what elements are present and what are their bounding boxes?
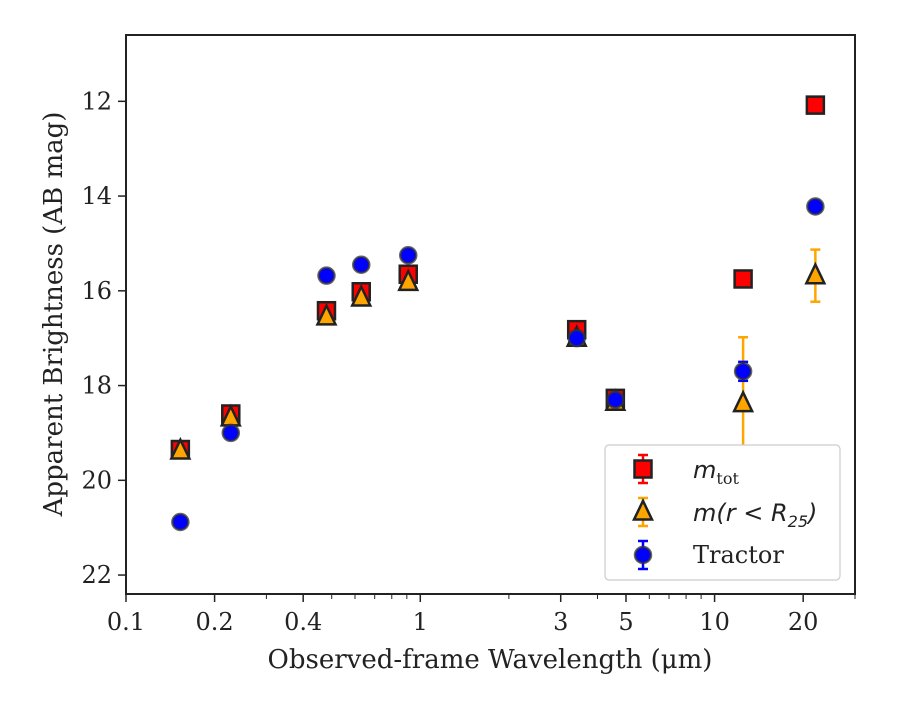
legend-marker-tractor xyxy=(633,539,653,571)
data-point xyxy=(350,283,373,307)
circle-marker xyxy=(806,197,825,216)
circle-marker xyxy=(398,246,418,265)
data-point xyxy=(351,255,371,275)
legend-marker-m-r25 xyxy=(632,496,654,528)
data-point xyxy=(806,197,825,216)
x-axis: 0.1 0.2 0.4 1 3 5 10 20 xyxy=(107,594,856,636)
x-tick-label: 20 xyxy=(788,608,819,636)
data-point xyxy=(221,423,241,443)
x-tick-label: 5 xyxy=(618,608,633,636)
y-tick-label: 22 xyxy=(81,561,112,589)
data-point xyxy=(804,248,827,303)
legend-label-m-r25: m(r < R25) xyxy=(693,499,817,531)
square-marker xyxy=(633,459,653,479)
triangle-marker xyxy=(169,436,192,460)
data-point xyxy=(171,512,190,532)
circle-marker xyxy=(606,390,625,410)
data-point xyxy=(733,360,753,383)
data-point xyxy=(169,436,192,460)
data-point xyxy=(733,269,753,289)
circle-marker xyxy=(351,255,371,275)
circle-marker xyxy=(733,362,753,381)
y-tick-label: 16 xyxy=(81,277,112,305)
y-axis-title: Apparent Brightness (AB mag) xyxy=(39,112,69,518)
circle-marker xyxy=(633,545,653,565)
legend-label-m-tot: mtot xyxy=(693,456,739,488)
y-tick-label: 12 xyxy=(81,87,112,115)
triangle-marker xyxy=(732,389,755,413)
data-point xyxy=(567,328,586,348)
legend-marker-m-tot xyxy=(633,453,653,485)
x-tick-label: 0.2 xyxy=(196,608,234,636)
y-tick-label: 20 xyxy=(81,466,112,494)
circle-marker xyxy=(171,512,190,532)
data-point xyxy=(606,390,625,410)
y-tick-label: 14 xyxy=(81,182,112,210)
x-tick-label: 10 xyxy=(699,608,730,636)
legend: mtot m(r < R25) Tractor xyxy=(604,444,841,581)
x-tick-label: 0.1 xyxy=(107,608,145,636)
triangle-marker xyxy=(397,268,420,292)
square-marker xyxy=(733,269,753,289)
circle-marker xyxy=(567,328,586,348)
legend-box xyxy=(604,444,841,581)
legend-label-tractor: Tractor xyxy=(693,541,784,569)
data-point xyxy=(398,246,418,265)
triangle-marker xyxy=(632,497,654,521)
x-tick-label: 1 xyxy=(413,608,428,636)
square-marker xyxy=(805,95,826,115)
circle-marker xyxy=(317,266,336,285)
circle-marker xyxy=(221,423,241,443)
data-point xyxy=(805,95,826,115)
triangle-marker xyxy=(350,283,373,307)
data-series xyxy=(169,95,827,532)
data-point xyxy=(397,268,420,292)
data-point xyxy=(315,302,338,326)
series-tractor xyxy=(171,197,825,532)
data-point xyxy=(317,266,336,285)
plot-frame xyxy=(125,34,856,595)
y-tick-label: 18 xyxy=(81,372,112,400)
x-tick-label: 3 xyxy=(553,608,568,636)
x-axis-title: Observed-frame Wavelength (μm) xyxy=(268,645,713,675)
triangle-marker xyxy=(804,261,827,285)
y-axis: 12 14 16 18 20 22 xyxy=(81,87,126,589)
x-tick-label: 0.4 xyxy=(284,608,322,636)
triangle-marker xyxy=(315,302,338,326)
